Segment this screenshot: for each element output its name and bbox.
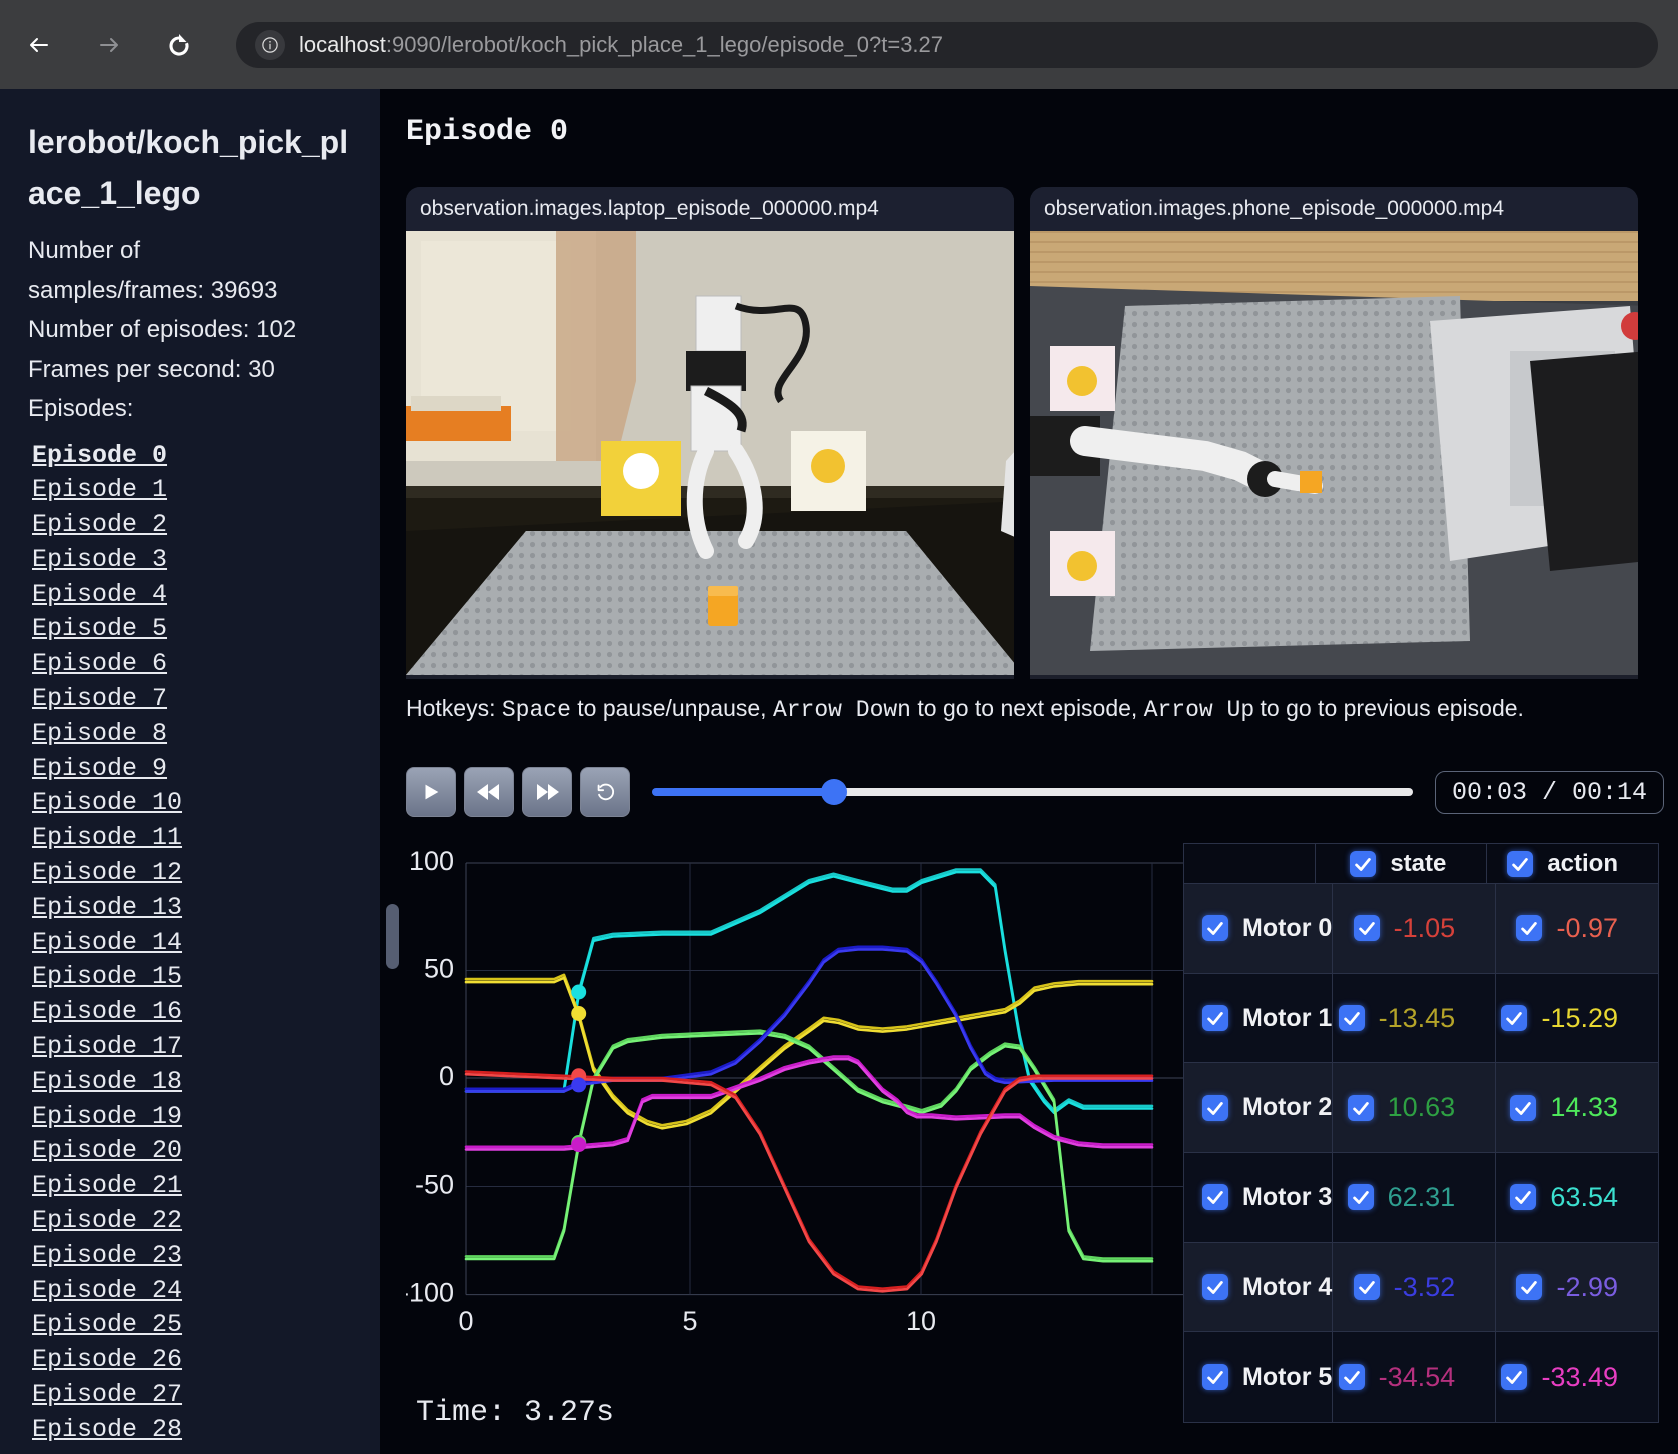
svg-text:5: 5 <box>682 1306 697 1336</box>
svg-text:0: 0 <box>458 1306 473 1336</box>
svg-text:-50: -50 <box>415 1170 454 1200</box>
svg-text:50: 50 <box>424 954 454 984</box>
svg-text:100: 100 <box>409 846 454 876</box>
svg-text:-100: -100 <box>406 1278 454 1308</box>
svg-text:10: 10 <box>906 1306 936 1336</box>
svg-text:0: 0 <box>439 1061 454 1091</box>
